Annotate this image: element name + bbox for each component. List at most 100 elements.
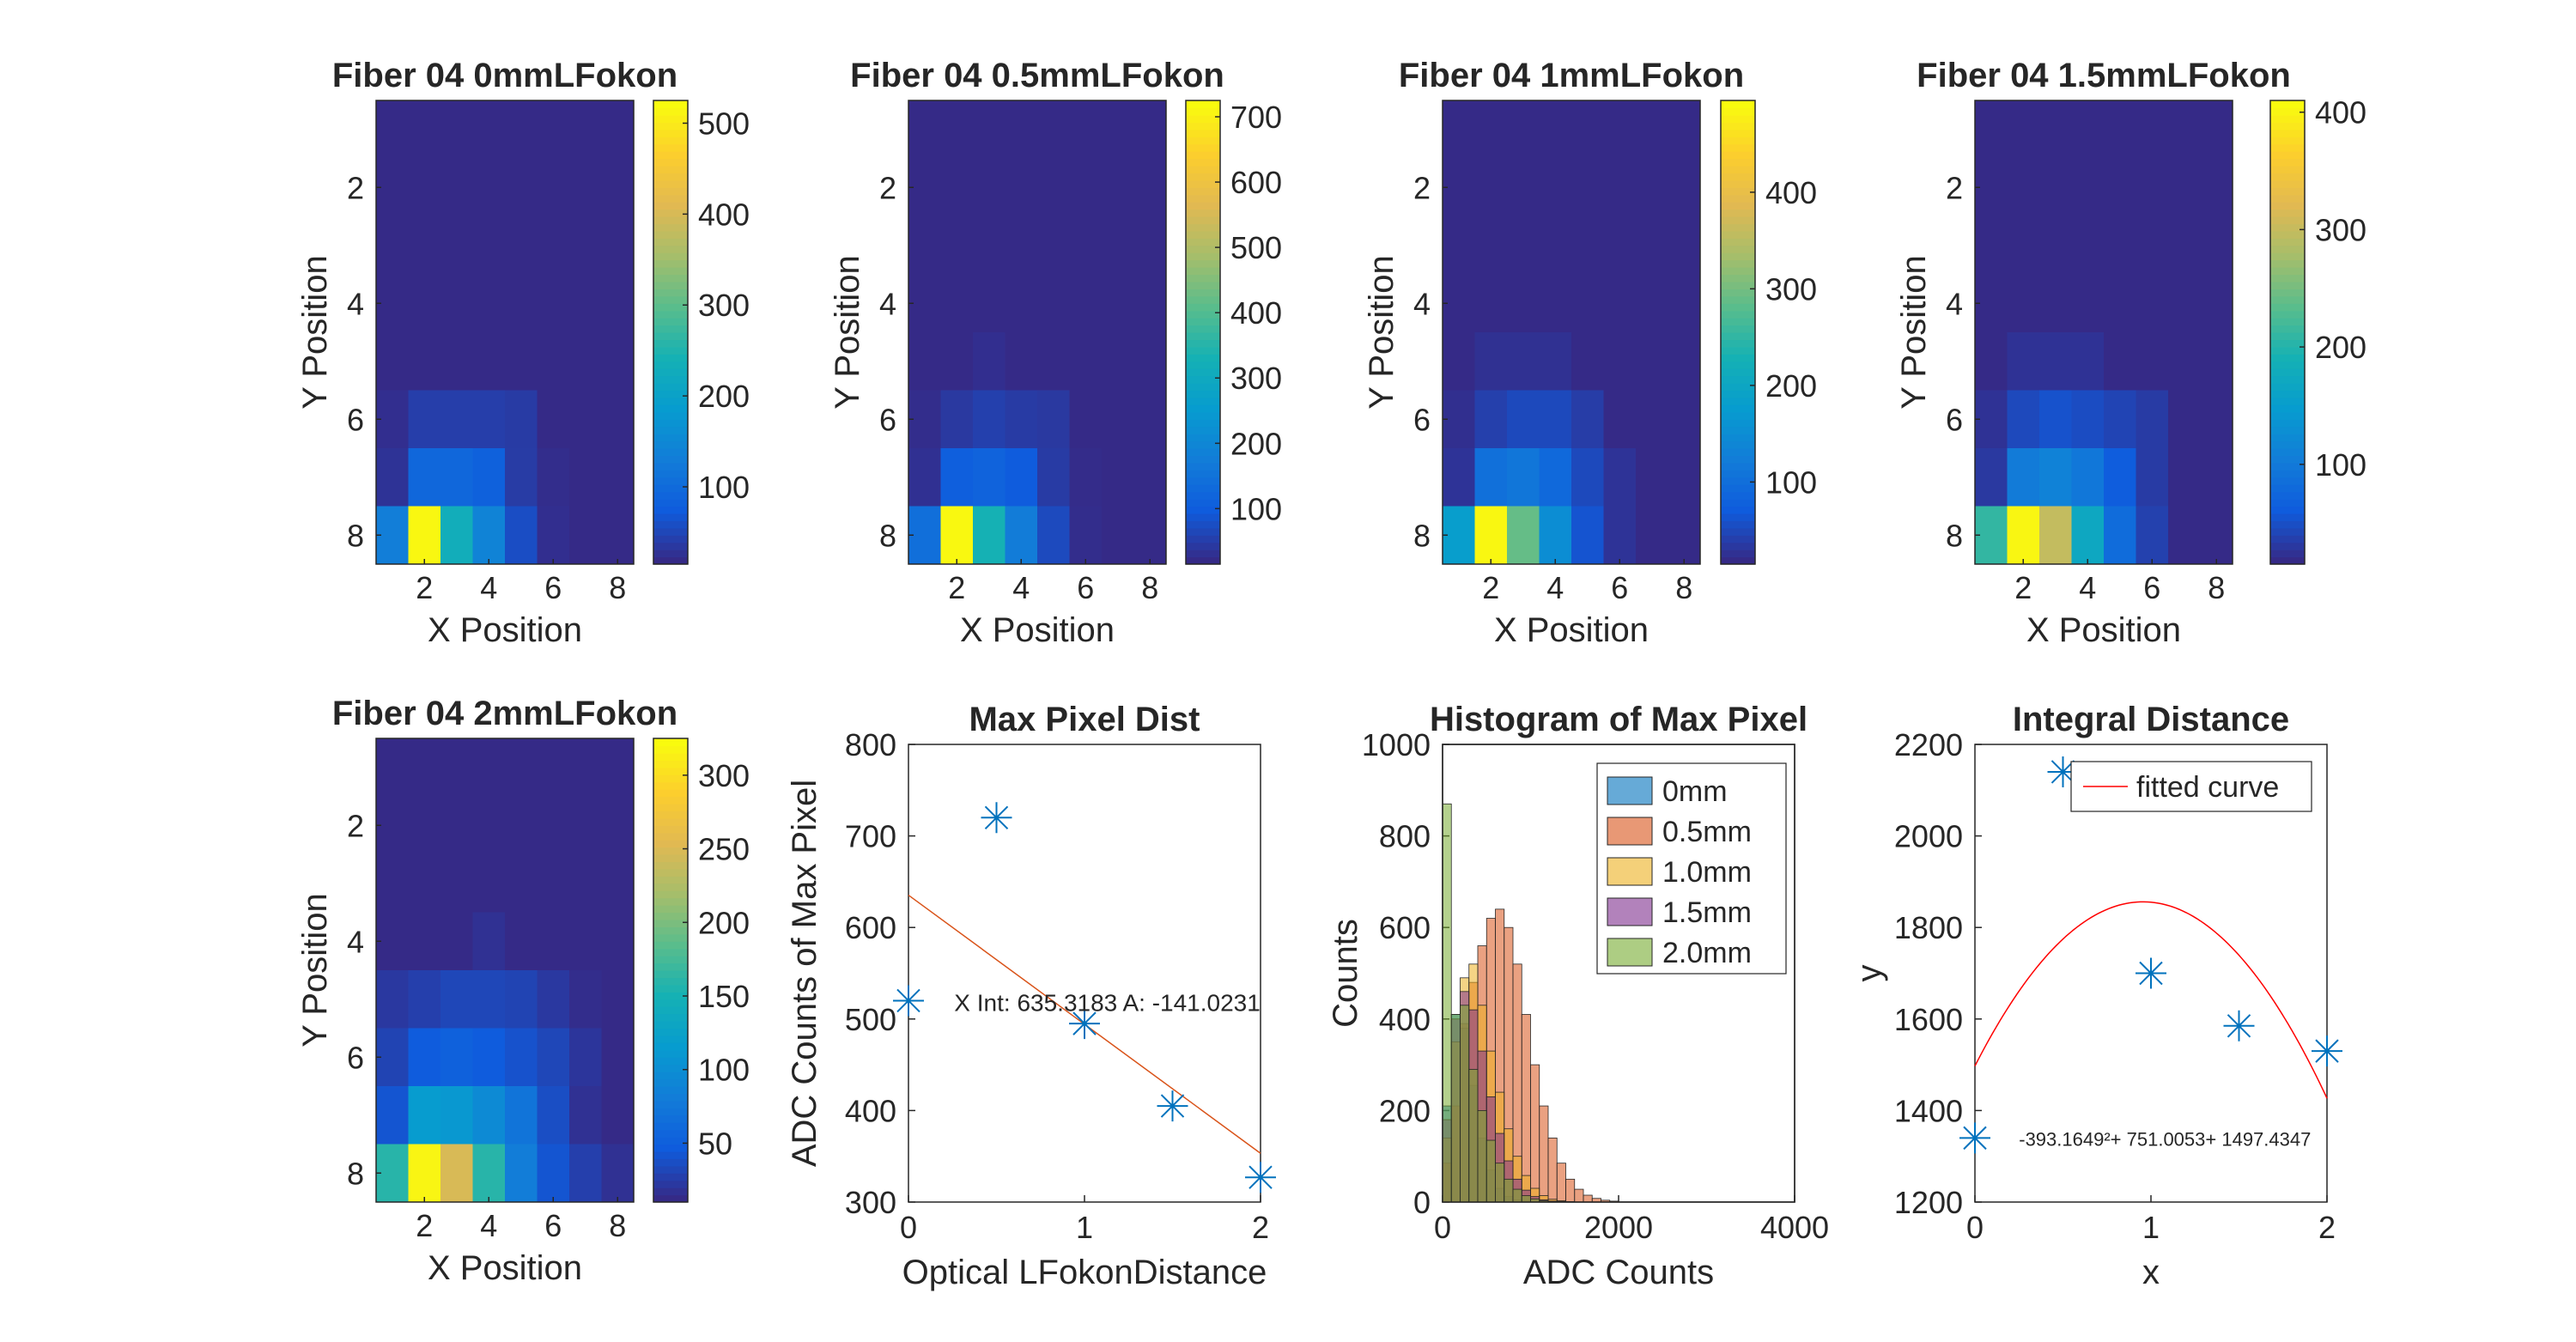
x-tick-label: 2 [416,1208,433,1243]
heatmap-axes-frame [375,738,635,1203]
legend-swatch [1607,776,1653,805]
legend-label: 1.5mm [1662,896,1752,929]
heatmap-cell [1133,390,1167,449]
heatmap-cell [440,738,473,797]
heatmap-cell [1102,158,1134,217]
heatmap-cell [2039,332,2072,391]
colorbar-segment [1186,137,1220,145]
colorbar-segment [1721,375,1755,384]
colorbar-segment [1721,491,1755,500]
colorbar-segment [1721,318,1755,326]
heatmap-cell [1005,332,1038,391]
y-tick-label: 6 [1946,402,1963,437]
heatmap-cell [376,100,409,159]
colorbar-segment [653,956,688,964]
legend-label: 1.0mm [1662,856,1752,889]
y-tick-label: 6 [879,402,896,437]
colorbar-segment [653,332,688,341]
heatmap-cell [569,506,602,565]
colorbar-tick-label: 300 [1765,271,1817,307]
heatmap-cell [1507,274,1540,333]
heatmap-cell [569,854,602,913]
heatmap-cell [1571,390,1604,449]
x-tick-label: 0 [1966,1210,1984,1245]
heatmap-cell [1069,448,1103,507]
heatmap-cell [569,1086,602,1145]
colorbar-segment [653,1057,688,1066]
y-axis-label: Y Position [1363,255,1400,409]
histogram-bar [1583,1194,1593,1203]
colorbar-segment [1721,419,1755,428]
heatmap-cell [472,738,506,797]
heatmap-cell [376,332,409,391]
colorbar-segment [1186,390,1220,398]
heatmap-cell [1443,390,1475,449]
colorbar-segment [2270,520,2305,529]
heatmap-cell [2039,390,2072,449]
colorbar-segment [2270,462,2305,471]
y-tick-label: 8 [1946,518,1963,553]
colorbar-segment [1186,535,1220,543]
heatmap-cell [376,970,409,1029]
colorbar-segment [1721,368,1755,377]
heatmap-cell [505,1028,538,1087]
heatmap-cell [1474,158,1508,217]
heatmap-cell [1507,158,1540,217]
heatmap-axes-frame [908,100,1167,565]
fit-annotation: -393.1649²+ 751.0053+ 1497.4347 [2019,1128,2311,1150]
x-axis-label: ADC Counts [1523,1254,1714,1291]
colorbar-segment [1721,440,1755,449]
heatmap-cell [505,1086,538,1145]
colorbar-segment [1721,527,1755,536]
colorbar-tick-label: 400 [1230,295,1282,331]
y-tick-label: 600 [1379,910,1431,945]
chart-title: Fiber 04 2mmLFokon [332,695,677,732]
colorbar-segment [1721,470,1755,478]
heatmap-cell [2071,100,2105,159]
heatmap-cell [1102,506,1134,565]
heatmap-cell [2200,448,2233,507]
heatmap-cell [2168,158,2201,217]
colorbar-segment [653,941,688,950]
heatmap-cell [505,506,538,565]
colorbar-segment [653,310,688,319]
colorbar-segment [1186,245,1220,253]
heatmap-cell [569,970,602,1029]
colorbar-segment [2270,506,2305,514]
colorbar-segment [653,245,688,253]
x-tick-label: 8 [609,570,626,605]
colorbar-segment [653,919,688,927]
heatmap-cell [2104,506,2136,565]
colorbar-segment [1186,122,1220,131]
colorbar-segment [1721,390,1755,398]
colorbar-segment [653,346,688,355]
heatmap-cell [2039,448,2072,507]
colorbar-segment [653,817,688,826]
heatmap-cell [1133,506,1167,565]
legend-swatch [1607,817,1653,846]
heatmap-cell [408,970,441,1029]
x-tick-label: 0 [900,1210,917,1245]
colorbar-segment [2270,434,2305,442]
colorbar-segment [2270,151,2305,160]
colorbar-segment [1721,129,1755,137]
x-tick-label: 1 [2142,1210,2160,1245]
colorbar-segment [1721,499,1755,507]
colorbar-segment [1721,506,1755,514]
x-axis-label: X Position [428,611,582,649]
heatmap-cell [1539,216,1572,275]
heatmap-axes-frame [1974,100,2233,565]
heatmap-cell [1507,332,1540,391]
colorbar-segment [1721,397,1755,405]
colorbar-segment [653,390,688,398]
colorbar-tick-label: 100 [698,1053,750,1088]
colorbar-segment [653,738,688,747]
heatmap-cell [1975,390,2008,449]
heatmap-cell [2007,274,2040,333]
colorbar-segment [653,238,688,246]
colorbar-segment [2270,426,2305,434]
colorbar-segment [653,129,688,137]
colorbar-segment [653,484,688,493]
colorbar-segment [2270,143,2305,152]
chart-title: Max Pixel Dist [969,701,1200,738]
